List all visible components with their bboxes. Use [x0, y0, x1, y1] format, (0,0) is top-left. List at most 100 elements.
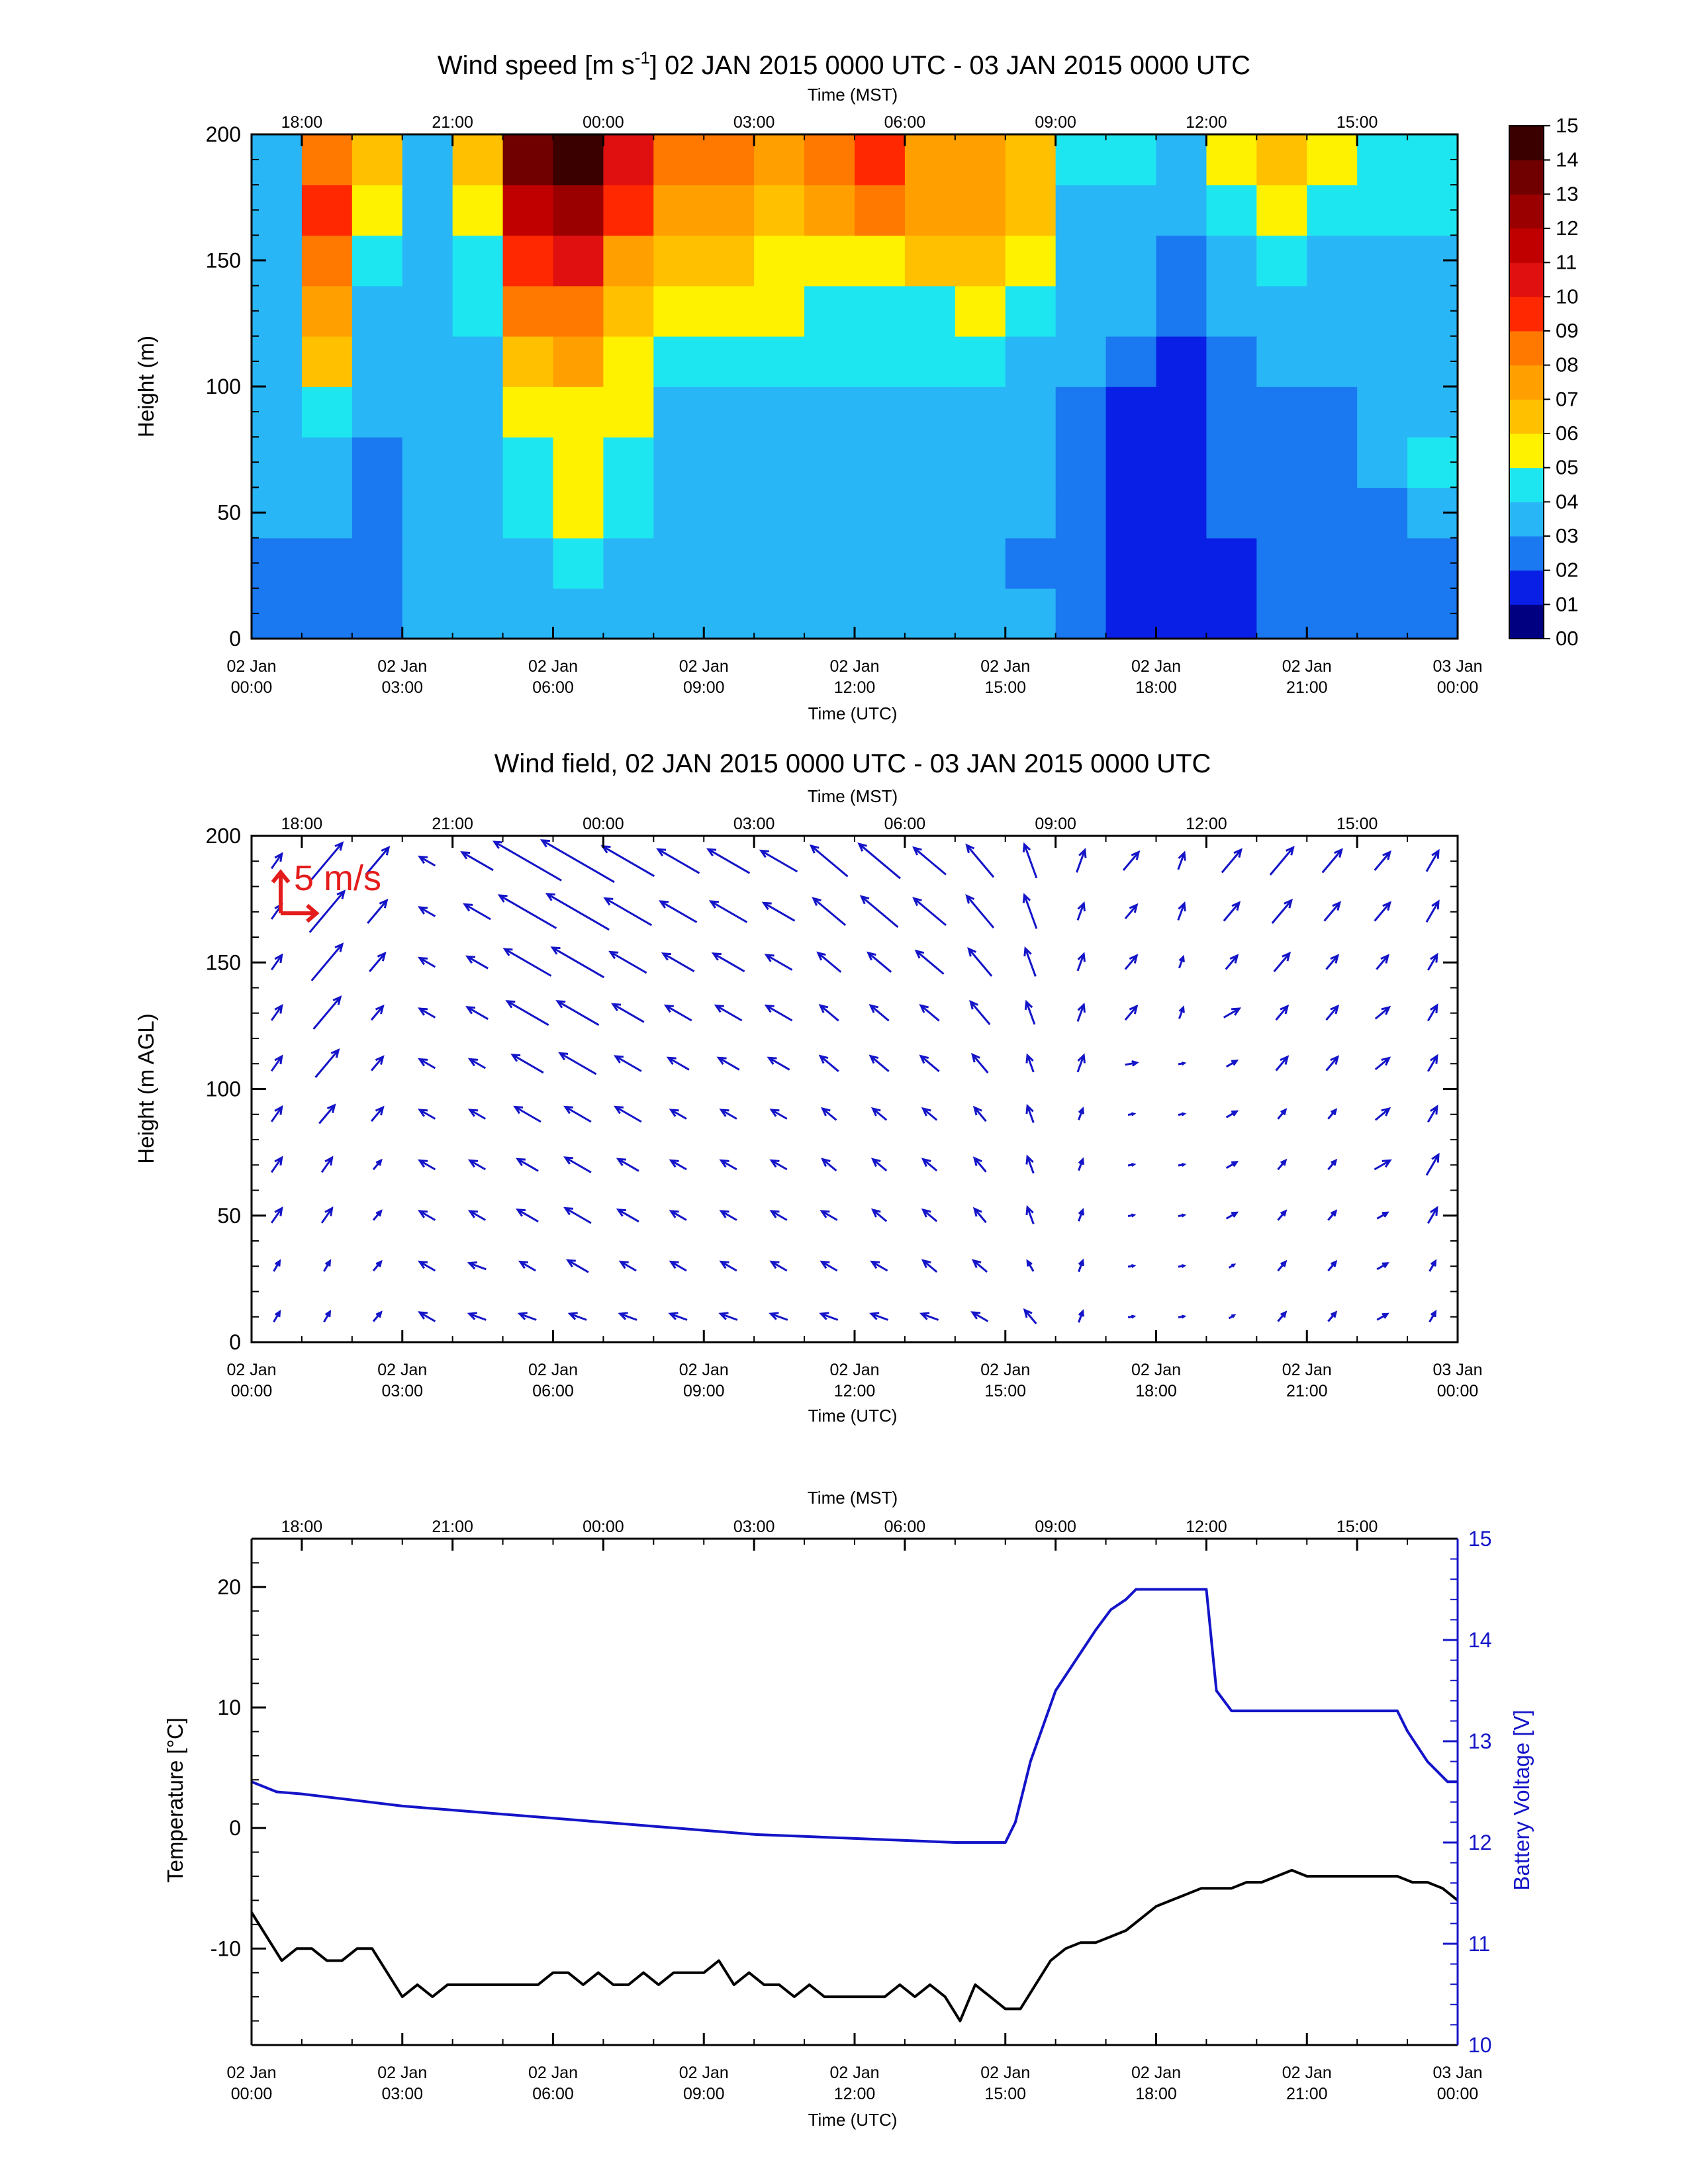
speed-cell [955, 387, 1006, 437]
wind-vector [1178, 1112, 1187, 1116]
wind-vector [563, 1156, 592, 1173]
wind-vector [555, 1000, 600, 1026]
wind-vector [1225, 954, 1239, 970]
speed-cell [855, 387, 906, 437]
voltage-tick-label: 10 [1468, 2033, 1492, 2057]
wind-vector [859, 895, 899, 929]
wind-vector [914, 949, 945, 975]
wind-vector [857, 842, 901, 880]
speed-cell [754, 235, 805, 287]
wind-vector [1374, 1056, 1391, 1071]
wind-vector [868, 1003, 890, 1022]
height-tick-label: 200 [206, 122, 241, 146]
speed-cell [653, 387, 705, 437]
utc-tick-date: 02 Jan [980, 1361, 1030, 1379]
speed-cell [252, 588, 303, 639]
speed-cell [301, 387, 353, 437]
speed-cell [1407, 588, 1458, 639]
speed-cell [955, 487, 1006, 539]
utc-tick-time: 09:00 [683, 1382, 725, 1400]
wind-vector [417, 906, 436, 917]
temperature-tick-label: 10 [217, 1696, 241, 1719]
colorbar-segment [1509, 399, 1544, 434]
wind-vector [812, 897, 847, 927]
speed-cell [1307, 285, 1358, 337]
mst-tick-label: 06:00 [884, 1518, 926, 1536]
wind-vector [513, 1105, 541, 1123]
speed-cell [904, 336, 956, 387]
speed-cell [301, 185, 353, 236]
utc-tick-time: 09:00 [683, 678, 725, 697]
speed-cell [1156, 134, 1207, 185]
speed-cell [502, 235, 554, 287]
speed-cell [1407, 387, 1458, 437]
speed-cell [1256, 537, 1308, 589]
mst-tick-label: 09:00 [1035, 1518, 1076, 1536]
speed-cell [1005, 537, 1056, 589]
speed-cell [1105, 134, 1157, 185]
wind-vector [1225, 1060, 1239, 1068]
wind-vector [1425, 848, 1440, 872]
wind-vector [467, 1312, 487, 1321]
wind-vector [1323, 901, 1342, 922]
wind-vector [563, 1206, 592, 1224]
wind-vector [616, 1158, 639, 1172]
speed-cell [855, 437, 906, 488]
wind-vector [270, 953, 283, 971]
wind-vector [669, 1260, 687, 1272]
speed-cell [1005, 387, 1056, 437]
speed-cell [603, 134, 655, 185]
utc-tick-date: 03 Jan [1432, 2064, 1482, 2082]
speed-cell [1055, 336, 1107, 387]
wind-vector [1376, 1211, 1389, 1220]
utc-tick-time: 15:00 [984, 2085, 1026, 2103]
speed-cell [553, 588, 604, 639]
speed-cell [754, 185, 805, 236]
speed-cell [402, 336, 453, 387]
reference-vector-arrow [271, 869, 320, 923]
speed-cell [502, 537, 554, 589]
speed-cell [653, 235, 705, 287]
mst-tick-label: 09:00 [1035, 113, 1076, 132]
wind-vector [1076, 952, 1086, 972]
wind-vector [1374, 901, 1391, 922]
speed-cell [754, 285, 805, 337]
speed-cell [754, 336, 805, 387]
speed-cell [904, 235, 956, 287]
mst-tick-label: 03:00 [733, 815, 775, 833]
wind-vector [972, 1206, 987, 1224]
speed-cell [301, 235, 353, 287]
wind-vector [497, 894, 557, 929]
wind-vector [1374, 1159, 1392, 1171]
wind-vector [1076, 1053, 1086, 1073]
speed-cell [452, 537, 504, 589]
speed-cell [955, 537, 1006, 589]
wind-vector [372, 1209, 383, 1221]
mst-tick-label: 15:00 [1336, 815, 1378, 833]
wind-vector [714, 1004, 743, 1022]
wind-vector [563, 1105, 592, 1123]
speed-cell [1105, 537, 1157, 589]
wind-vector [611, 1003, 645, 1023]
speed-cell [804, 134, 855, 185]
wind-vector [467, 1159, 487, 1171]
wind-vector [613, 1055, 642, 1072]
speed-cell [402, 285, 453, 337]
wind-vector [1427, 1003, 1438, 1022]
speed-cell [553, 285, 604, 337]
wind-vector [1273, 951, 1291, 972]
wind-vector [270, 1105, 283, 1122]
voltage-tick-label: 12 [1468, 1831, 1492, 1854]
speed-cell [754, 437, 805, 488]
wind-vector [972, 1105, 987, 1122]
wind-vector [919, 1003, 940, 1022]
wind-vector [270, 1156, 283, 1173]
speed-cell [452, 336, 504, 387]
utc-tick-time: 00:00 [1437, 678, 1479, 697]
wind-vector [1178, 1263, 1187, 1269]
wind-vector [816, 951, 842, 973]
speed-cell [502, 487, 554, 539]
wind-vector [539, 839, 615, 884]
speed-cell [252, 336, 303, 387]
wind-vector [1025, 1154, 1035, 1174]
